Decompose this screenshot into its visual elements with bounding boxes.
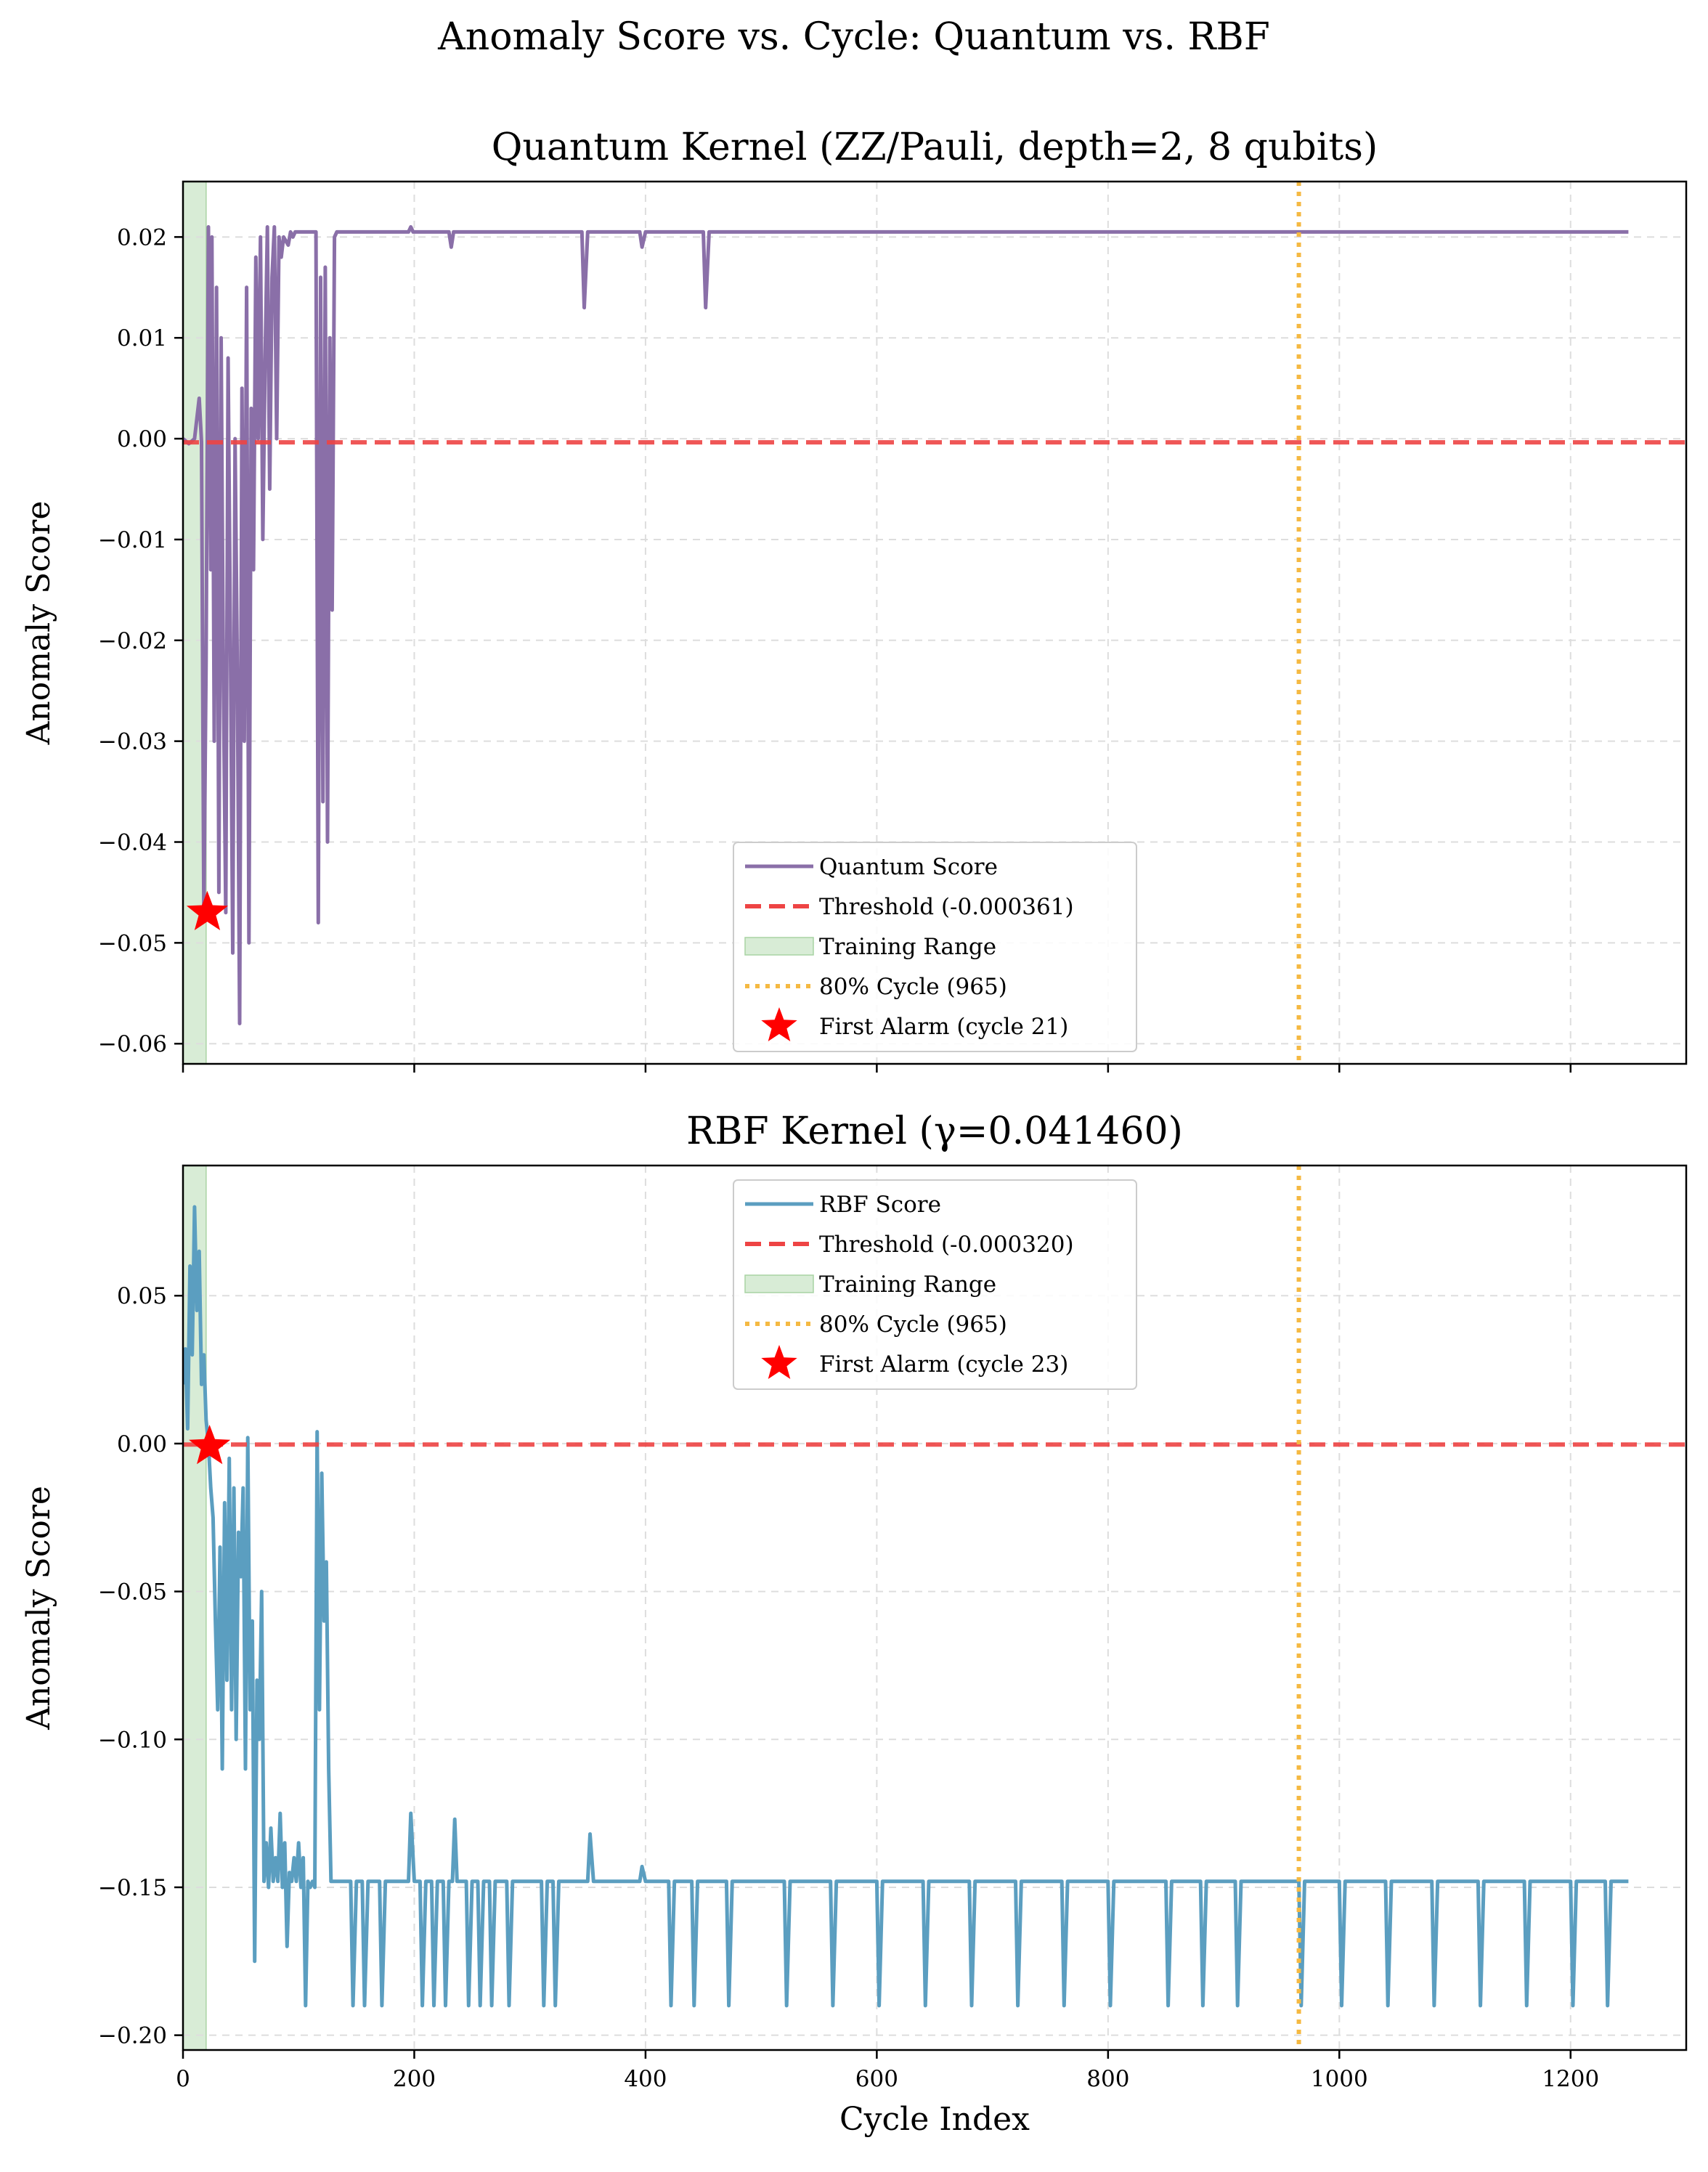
quantum-ytick-label-6: −0.04 <box>98 830 167 856</box>
quantum-ytick-label-1: 0.01 <box>117 325 167 351</box>
quantum-ytick-label-8: −0.06 <box>98 1031 167 1057</box>
quantum-ytick-label-3: −0.01 <box>98 527 167 553</box>
quantum-legend-threshold-label: Threshold (-0.000361) <box>819 894 1074 920</box>
rbf-kernel-panel: 0 200 400 600 800 1000 1200 0.05 0.00 −0.05 −0.10 −… <box>20 1110 1688 2138</box>
rbf-ytick-label-1: 0.00 <box>117 1431 167 1457</box>
rbf-first-alarm-marker <box>189 1425 231 1465</box>
rbf-panel-title: RBF Kernel (γ=0.041460) <box>686 1110 1183 1153</box>
quantum-ytick-label-4: −0.02 <box>98 628 167 654</box>
rbf-xtick-label-5: 1000 <box>1311 2066 1368 2092</box>
rbf-score-line <box>183 1205 1629 2008</box>
rbf-legend-training-swatch <box>744 1274 814 1293</box>
rbf-xlabel: Cycle Index <box>839 2101 1030 2138</box>
quantum-panel-title: Quantum Kernel (ZZ/Pauli, depth=2, 8 qub… <box>492 126 1378 169</box>
rbf-legend-box <box>733 1179 1137 1390</box>
rbf-xtick-label-2: 400 <box>624 2066 667 2092</box>
quantum-kernel-panel: 0.02 0.01 0.00 −0.01 −0.02 −0.03 −0.04 −0.05 −0.… <box>20 126 1688 1073</box>
rbf-ytick-label-3: −0.10 <box>98 1727 167 1753</box>
rbf-xtick-label-0: 0 <box>176 2066 190 2092</box>
rbf-xtick-label-1: 200 <box>393 2066 436 2092</box>
rbf-legend-cycle80-label: 80% Cycle (965) <box>819 1311 1007 1338</box>
quantum-ytick-label-2: 0.00 <box>117 426 167 452</box>
quantum-legend-cycle80-label: 80% Cycle (965) <box>819 974 1007 1000</box>
quantum-score-line <box>183 225 1629 1025</box>
rbf-ytick-label-0: 0.05 <box>117 1283 167 1309</box>
rbf-legend-training-label: Training Range <box>819 1272 996 1298</box>
rbf-axes-frame <box>182 1164 1688 2051</box>
rbf-legend: RBF Score Threshold (-0.000320) Training R… <box>733 1179 1137 1390</box>
rbf-legend-alarm-swatch <box>761 1345 797 1379</box>
rbf-ytick-label-5: −0.20 <box>98 2023 167 2049</box>
quantum-legend-box <box>733 842 1137 1052</box>
quantum-legend-training-swatch <box>744 937 814 956</box>
quantum-legend-score-label: Quantum Score <box>819 854 998 880</box>
rbf-legend-alarm-label: First Alarm (cycle 23) <box>819 1351 1068 1378</box>
quantum-axes-frame <box>182 180 1688 1065</box>
quantum-first-alarm-marker <box>186 890 228 930</box>
figure-suptitle: Anomaly Score vs. Cycle: Quantum vs. RBF <box>437 15 1270 59</box>
quantum-legend-alarm-swatch <box>761 1007 797 1041</box>
rbf-xtick-label-3: 600 <box>855 2066 898 2092</box>
rbf-legend-score-label: RBF Score <box>819 1192 941 1218</box>
quantum-ylabel: Anomaly Score <box>20 501 57 746</box>
quantum-ytick-label-5: −0.03 <box>98 729 167 755</box>
rbf-ytick-label-4: −0.15 <box>98 1875 167 1901</box>
quantum-ytick-label-7: −0.05 <box>98 930 167 956</box>
rbf-ylabel: Anomaly Score <box>20 1486 57 1730</box>
quantum-legend: Quantum Score Threshold (-0.000361) Traini… <box>733 842 1137 1052</box>
rbf-legend-threshold-label: Threshold (-0.000320) <box>819 1232 1074 1258</box>
quantum-legend-alarm-label: First Alarm (cycle 21) <box>819 1014 1068 1040</box>
quantum-ytick-label-0: 0.02 <box>117 224 167 251</box>
quantum-legend-training-label: Training Range <box>819 934 996 960</box>
rbf-xtick-label-4: 800 <box>1086 2066 1129 2092</box>
rbf-xtick-label-6: 1200 <box>1542 2066 1599 2092</box>
rbf-ytick-label-2: −0.05 <box>98 1579 167 1606</box>
